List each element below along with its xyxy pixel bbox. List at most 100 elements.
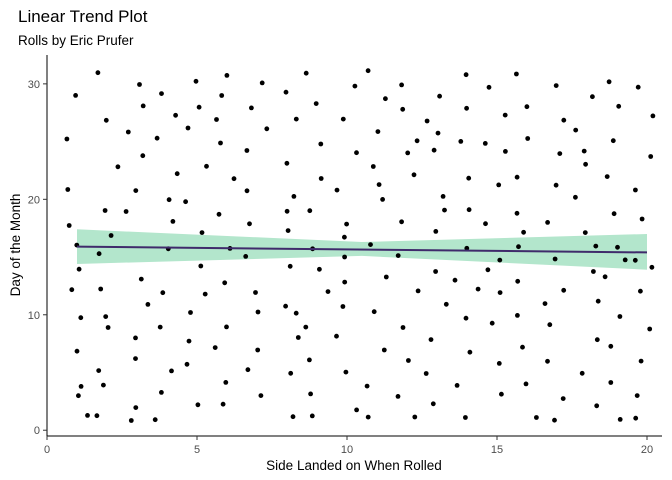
- data-point: [370, 164, 376, 169]
- data-point: [608, 380, 614, 385]
- data-point: [514, 210, 520, 216]
- data-point: [204, 163, 209, 169]
- data-point: [561, 287, 567, 293]
- data-point: [183, 199, 189, 205]
- data-point: [78, 315, 84, 321]
- data-point: [133, 356, 138, 361]
- data-point: [525, 136, 531, 141]
- data-point: [334, 333, 339, 339]
- x-tick-label: 10: [341, 444, 353, 456]
- data-point: [440, 194, 446, 199]
- data-point: [318, 141, 324, 147]
- data-point: [616, 103, 622, 109]
- data-point: [125, 129, 131, 135]
- data-point: [290, 414, 296, 420]
- data-point: [342, 279, 348, 285]
- data-point: [101, 382, 106, 388]
- data-point: [622, 257, 628, 263]
- data-point: [170, 219, 176, 224]
- data-point: [105, 325, 111, 330]
- x-axis-ticks: 0 5 10 15 20: [44, 436, 653, 456]
- data-point: [380, 197, 385, 202]
- data-point: [184, 361, 190, 367]
- data-point: [423, 371, 429, 376]
- data-point: [95, 70, 101, 76]
- data-point: [133, 188, 139, 194]
- data-point: [514, 71, 519, 77]
- data-point: [499, 391, 504, 397]
- data-point: [464, 245, 470, 251]
- data-point: [395, 253, 401, 258]
- data-point: [497, 257, 503, 263]
- data-point: [258, 393, 264, 398]
- data-point: [342, 254, 347, 260]
- data-point: [482, 141, 488, 146]
- data-point: [195, 402, 201, 408]
- x-tick-label: 0: [44, 444, 50, 456]
- data-point: [152, 417, 158, 423]
- y-tick-label: 20: [28, 194, 40, 206]
- data-point: [174, 171, 180, 177]
- data-point: [514, 174, 520, 180]
- data-point: [610, 138, 616, 144]
- data-point: [96, 251, 102, 257]
- data-point: [638, 288, 643, 294]
- data-point: [608, 343, 614, 349]
- data-point: [475, 286, 481, 292]
- data-point: [553, 83, 559, 88]
- data-point: [186, 338, 192, 344]
- data-point: [557, 151, 563, 157]
- y-axis-label: Day of the Month: [8, 194, 23, 297]
- data-point: [414, 138, 420, 144]
- data-point: [638, 358, 644, 364]
- data-point: [264, 126, 270, 132]
- data-point: [287, 263, 293, 269]
- data-point: [78, 384, 84, 389]
- data-point: [218, 140, 223, 146]
- data-point: [108, 233, 114, 238]
- data-point: [303, 324, 309, 330]
- data-point: [291, 194, 297, 199]
- data-point: [400, 325, 406, 330]
- data-point: [115, 164, 121, 170]
- data-point: [123, 209, 129, 214]
- data-point: [412, 414, 418, 420]
- data-point: [573, 194, 578, 200]
- data-point: [485, 267, 491, 273]
- data-point: [552, 417, 557, 423]
- data-point: [523, 381, 529, 387]
- y-tick-label: 30: [28, 79, 40, 91]
- data-point: [137, 82, 142, 87]
- data-point: [497, 290, 503, 295]
- data-point: [219, 93, 225, 98]
- data-point: [307, 208, 313, 214]
- data-point: [647, 326, 653, 332]
- data-point: [545, 220, 550, 225]
- data-point: [561, 117, 567, 123]
- data-point: [154, 135, 160, 141]
- data-point: [244, 188, 250, 194]
- data-point: [94, 413, 100, 419]
- data-point: [160, 290, 166, 296]
- data-point: [395, 394, 401, 399]
- data-point: [288, 370, 294, 376]
- data-point: [303, 70, 309, 76]
- data-point: [483, 221, 488, 227]
- trend-line: [76, 245, 648, 254]
- data-point: [503, 149, 508, 154]
- trend-line-layer: [76, 245, 648, 254]
- data-point: [293, 310, 299, 316]
- data-point: [65, 187, 71, 192]
- data-point: [216, 211, 222, 217]
- data-point: [433, 229, 439, 234]
- data-point: [383, 274, 389, 280]
- data-point: [133, 335, 138, 341]
- data-point: [633, 187, 638, 193]
- data-point: [140, 103, 146, 109]
- data-point: [639, 216, 645, 222]
- data-point: [231, 176, 237, 182]
- data-point: [224, 324, 229, 330]
- x-tick-label: 15: [491, 444, 503, 456]
- x-tick-label: 20: [641, 444, 653, 456]
